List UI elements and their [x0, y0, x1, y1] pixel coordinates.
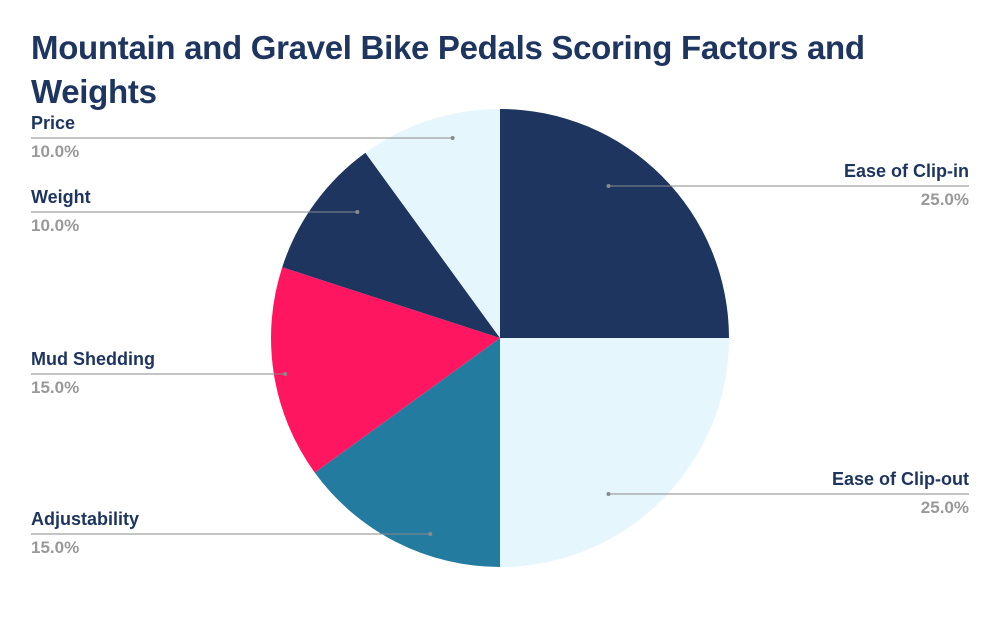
slice-value-price: 10.0%	[31, 142, 79, 161]
leader-dot-weight	[355, 210, 360, 214]
slice-price	[365, 109, 500, 338]
slice-label-weight: Weight	[31, 187, 91, 207]
slice-value-mud-shedding: 15.0%	[31, 378, 79, 397]
slice-adjustability	[314, 338, 500, 567]
slice-value-adjustability: 15.0%	[31, 538, 79, 557]
slice-label-price: Price	[31, 113, 75, 133]
slice-ease-of-clip-in	[500, 109, 729, 338]
slice-label-mud-shedding: Mud Shedding	[31, 349, 155, 369]
slice-label-ease-of-clip-in: Ease of Clip-in	[844, 161, 969, 181]
chart-title: Mountain and Gravel Bike Pedals Scoring …	[31, 29, 865, 110]
leader-dot-ease-of-clip-in	[606, 184, 611, 188]
leader-dot-adjustability	[428, 532, 433, 536]
slice-value-weight: 10.0%	[31, 216, 79, 235]
slice-labels: Ease of Clip-in 25.0% Ease of Clip-out 25.0…	[31, 113, 969, 557]
slice-value-ease-of-clip-in: 25.0%	[921, 190, 969, 209]
slice-label-ease-of-clip-out: Ease of Clip-out	[832, 469, 969, 489]
slice-weight	[282, 152, 500, 338]
pie-slices	[271, 109, 729, 567]
slice-ease-of-clip-out	[500, 338, 729, 567]
leader-dot-mud-shedding	[283, 372, 288, 376]
slice-label-adjustability: Adjustability	[31, 509, 139, 529]
leader-dot-ease-of-clip-out	[606, 492, 611, 496]
leader-dot-price	[450, 136, 455, 140]
slice-value-ease-of-clip-out: 25.0%	[921, 498, 969, 517]
slice-mud-shedding	[271, 267, 500, 473]
